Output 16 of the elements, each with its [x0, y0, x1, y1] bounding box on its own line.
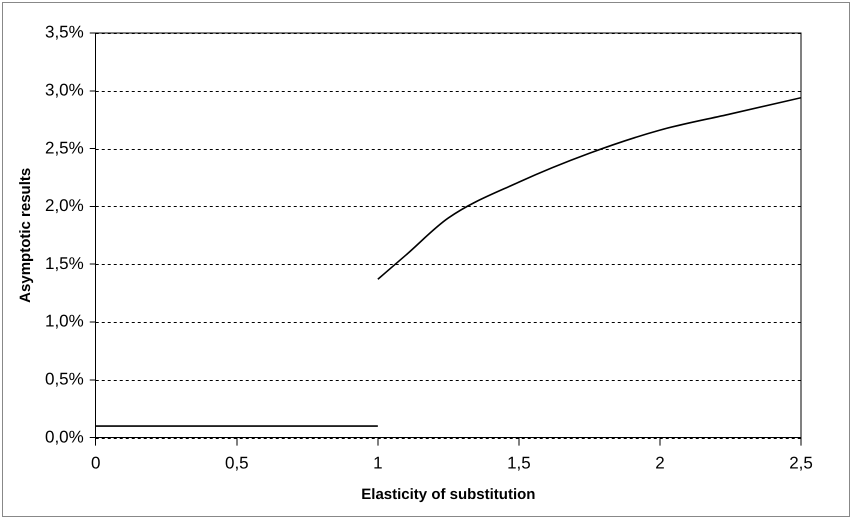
y-tick-label: 0,0%: [45, 427, 84, 446]
x-tick-label: 1,5: [507, 453, 531, 472]
x-tick-label: 0: [91, 453, 100, 472]
y-tick-label: 2,0%: [45, 196, 84, 216]
x-tick-label: 2: [655, 453, 665, 472]
y-tick-label: 1,5%: [45, 254, 84, 273]
y-tick-label: 0,5%: [45, 369, 84, 388]
y-tick-label: 1,0%: [45, 312, 84, 331]
x-tick-label: 0,5: [224, 453, 249, 472]
y-tick-label: 3,5%: [45, 22, 84, 42]
x-axis-title: Elasticity of substitution: [361, 486, 536, 504]
y-tick-label: 3,0%: [45, 80, 84, 100]
y-tick-label: 2,5%: [45, 138, 84, 158]
x-tick-label: 1: [373, 453, 383, 472]
x-tick-label: 2,5: [789, 453, 813, 472]
y-axis-title: Asymptotic results: [17, 168, 34, 303]
